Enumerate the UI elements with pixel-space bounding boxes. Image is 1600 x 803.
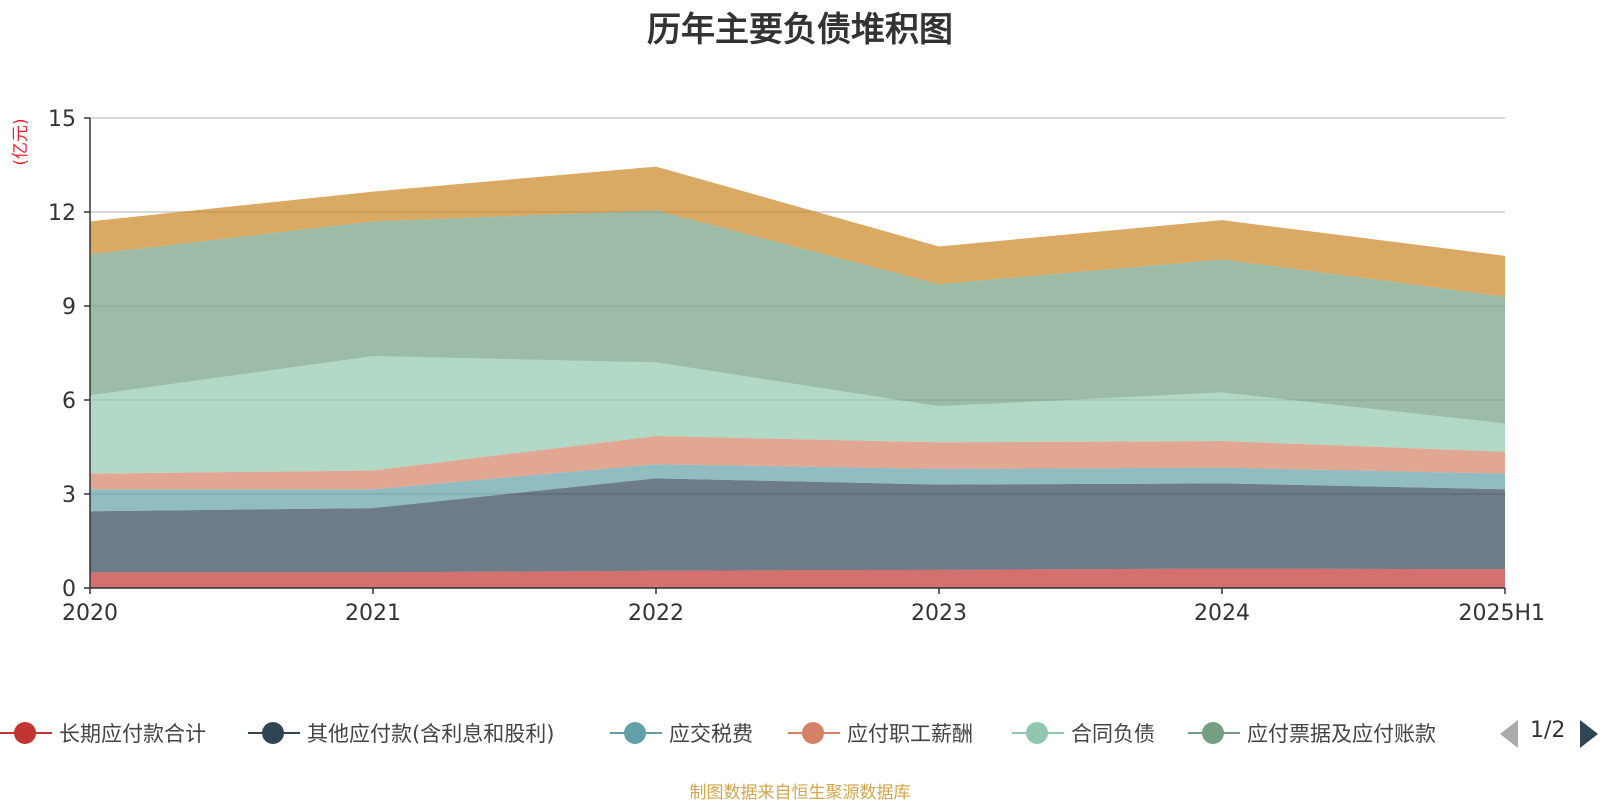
legend-item[interactable]: 合同负债 bbox=[1012, 715, 1155, 751]
legend-label: 长期应付款合计 bbox=[59, 722, 206, 746]
legend-marker-icon bbox=[248, 715, 300, 751]
legend-prev-page-icon[interactable] bbox=[1500, 720, 1518, 748]
area-series-4[interactable] bbox=[90, 436, 1505, 490]
x-tick-label: 2024 bbox=[1194, 601, 1250, 626]
area-series-6[interactable] bbox=[90, 210, 1505, 424]
legend-label: 其他应付款(含利息和股利) bbox=[307, 722, 555, 746]
data-source-note: 制图数据来自恒生聚源数据库 bbox=[689, 783, 911, 803]
legend-label: 应交税费 bbox=[669, 722, 753, 746]
legend-marker-icon bbox=[610, 715, 662, 751]
legend-item[interactable]: 长期应付款合计 bbox=[0, 715, 206, 751]
y-axis-unit-label: (亿元) bbox=[11, 118, 31, 165]
x-tick-label: 2021 bbox=[345, 601, 401, 626]
legend-item[interactable]: 应付职工薪酬 bbox=[788, 715, 973, 751]
legend-next-page-icon[interactable] bbox=[1580, 720, 1598, 748]
legend-item[interactable]: 其他应付款(含利息和股利) bbox=[248, 715, 554, 751]
legend-item[interactable]: 应付票据及应付账款 bbox=[1188, 715, 1436, 751]
legend-marker-icon bbox=[788, 715, 840, 751]
stacked-areas bbox=[90, 166, 1505, 588]
y-tick-label: 3 bbox=[62, 483, 76, 508]
area-series-5[interactable] bbox=[90, 356, 1505, 474]
chart-title: 历年主要负债堆积图 bbox=[647, 10, 953, 50]
area-series-7[interactable] bbox=[90, 166, 1505, 297]
x-tick-label: 2023 bbox=[911, 601, 967, 626]
y-tick-label: 15 bbox=[48, 107, 76, 132]
area-series-2[interactable] bbox=[90, 478, 1505, 573]
legend-label: 应付票据及应付账款 bbox=[1247, 722, 1436, 746]
legend-label: 合同负债 bbox=[1071, 722, 1155, 746]
y-tick-label: 6 bbox=[62, 389, 76, 414]
x-tick-label: 2020 bbox=[62, 601, 118, 626]
y-tick-label: 9 bbox=[62, 295, 76, 320]
axes: 0 3 6 9 12 15 2020 2021 2022 2023 2024 2025H1 bbox=[48, 107, 1545, 626]
area-series-1[interactable] bbox=[90, 568, 1505, 588]
legend-page-indicator: 1/2 bbox=[1530, 718, 1566, 743]
x-tick-label: 2025H1 bbox=[1458, 601, 1545, 626]
legend-marker-icon bbox=[1188, 715, 1240, 751]
y-tick-label: 0 bbox=[62, 577, 76, 602]
legend-label: 应付职工薪酬 bbox=[847, 722, 973, 746]
y-tick-label: 12 bbox=[48, 201, 76, 226]
x-tick-label: 2022 bbox=[628, 601, 684, 626]
legend-marker-icon bbox=[0, 715, 52, 751]
area-series-3[interactable] bbox=[90, 464, 1505, 512]
legend: 长期应付款合计 其他应付款(含利息和股利) 应交税费 应付职工薪酬 合同负债 应付票据及应… bbox=[0, 715, 1600, 751]
legend-item[interactable]: 应交税费 bbox=[610, 715, 753, 751]
legend-marker-icon bbox=[1012, 715, 1064, 751]
